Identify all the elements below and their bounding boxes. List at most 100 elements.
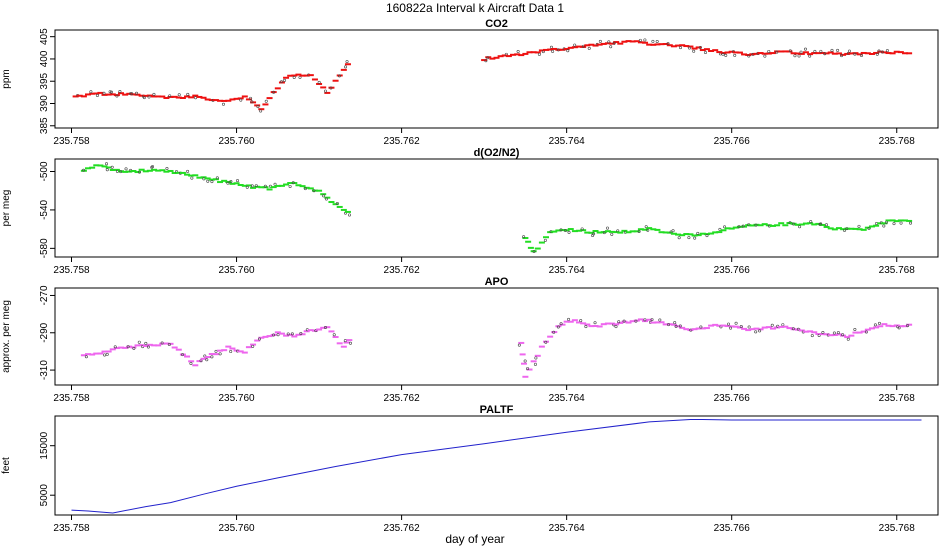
data-point [150, 165, 154, 169]
data-point [781, 323, 785, 327]
data-point [210, 355, 214, 359]
data-point [144, 341, 148, 345]
data-point [544, 340, 548, 344]
x-tick-label: 235.762 [384, 136, 421, 147]
data-point [126, 345, 130, 349]
data-point [693, 236, 697, 240]
x-tick-label: 235.760 [218, 265, 255, 276]
data-point [245, 185, 249, 189]
y-tick-label: 400 [39, 50, 50, 67]
data-point [186, 92, 190, 96]
data-point [638, 38, 642, 42]
chart-panels: CO2 235.758 235.760 235.762 235.764 235.766 23… [1, 18, 939, 534]
data-point [581, 44, 585, 48]
y-tick-label: -290 [39, 322, 50, 342]
data-point [841, 333, 845, 337]
data-point [132, 346, 136, 350]
data-point [643, 38, 647, 42]
data-point [846, 337, 850, 341]
x-tick-label: 235.766 [714, 393, 751, 404]
data-point [484, 59, 488, 63]
data-point [119, 170, 123, 174]
panel-0: CO2 235.758 235.760 235.762 235.764 235.766 23… [1, 18, 939, 147]
data-point [226, 181, 230, 185]
data-point [875, 52, 879, 56]
data-point [344, 65, 348, 69]
x-tick-label: 235.758 [53, 393, 90, 404]
series-segment [522, 219, 913, 253]
data-point [880, 50, 884, 54]
data-point [605, 226, 609, 230]
data-point [836, 48, 840, 52]
y-tick-label: 385 [39, 117, 50, 134]
data-point [767, 49, 771, 53]
data-point [276, 333, 280, 337]
data-point [563, 229, 567, 233]
data-point [824, 223, 828, 227]
data-point [737, 225, 741, 229]
y-tick-label: 390 [39, 95, 50, 112]
data-point [215, 176, 219, 180]
data-point [666, 42, 670, 46]
data-point [105, 162, 109, 166]
data-point [110, 165, 114, 169]
data-point [573, 43, 577, 47]
data-point [687, 236, 691, 240]
data-point [646, 228, 650, 232]
data-point [532, 249, 536, 253]
data-point [729, 326, 733, 330]
data-point [523, 359, 527, 363]
x-tick-label: 235.768 [879, 393, 916, 404]
series-segment [517, 317, 913, 378]
data-point [823, 52, 827, 56]
data-point [291, 181, 295, 185]
data-point [909, 221, 913, 225]
data-point [614, 325, 618, 329]
data-point [556, 325, 560, 329]
data-point [151, 165, 155, 169]
data-point [115, 94, 119, 98]
data-point [254, 184, 258, 188]
data-point [593, 321, 597, 325]
data-point [329, 86, 333, 90]
data-point [723, 225, 727, 229]
data-point [674, 324, 678, 328]
data-point [741, 224, 745, 228]
data-point [617, 320, 621, 324]
y-tick-label: 395 [39, 72, 50, 89]
data-point [847, 49, 851, 53]
data-point [218, 352, 222, 356]
data-point [537, 52, 541, 56]
data-point [607, 40, 611, 44]
data-point [860, 54, 864, 58]
data-point [798, 225, 802, 229]
data-point [299, 332, 303, 336]
x-tick-label: 235.764 [549, 393, 586, 404]
plot-frame [54, 415, 939, 516]
data-point [634, 319, 638, 323]
data-point [584, 325, 588, 329]
data-point [279, 80, 283, 84]
data-point [89, 90, 93, 94]
data-point [857, 224, 861, 228]
data-point [689, 328, 693, 332]
data-point [135, 91, 139, 95]
data-point [95, 94, 99, 98]
data-point [763, 54, 767, 58]
data-point [146, 345, 150, 349]
data-point [190, 176, 194, 180]
x-tick-label: 235.768 [879, 265, 916, 276]
data-point [845, 227, 849, 231]
data-point [189, 361, 193, 365]
data-point [105, 352, 109, 356]
data-point [343, 339, 347, 343]
data-point [610, 232, 614, 236]
data-point [799, 50, 803, 54]
y-tick-label: -310 [39, 360, 50, 380]
x-tick-label: 235.764 [549, 523, 586, 534]
data-point [345, 60, 349, 64]
x-tick-label: 235.768 [879, 136, 916, 147]
data-point [809, 220, 813, 224]
data-point [819, 49, 823, 53]
